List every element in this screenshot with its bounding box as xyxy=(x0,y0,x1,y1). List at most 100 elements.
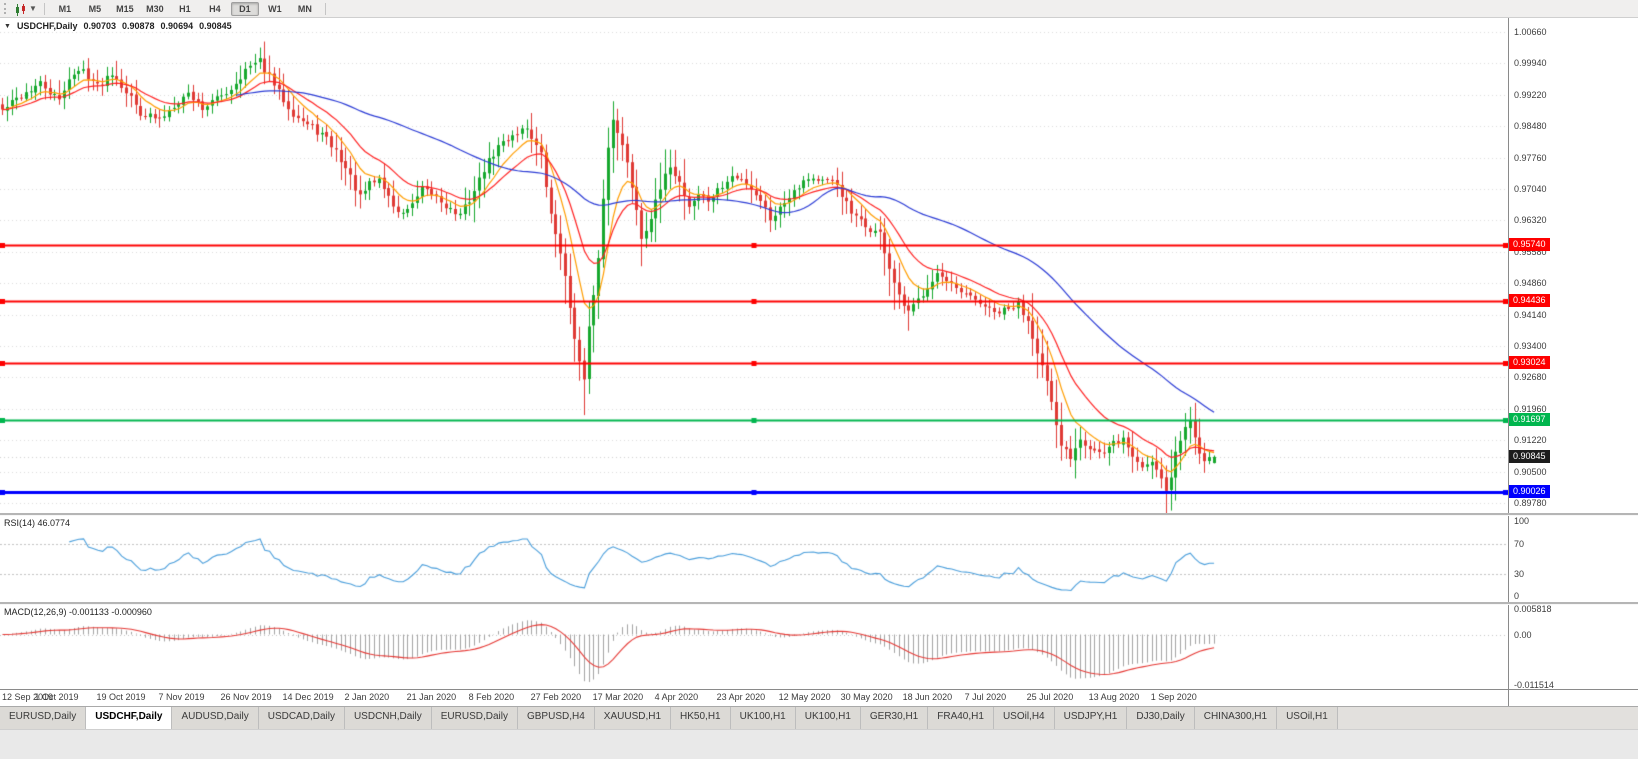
chart-tab-uk100-h1[interactable]: UK100,H1 xyxy=(730,707,796,729)
rsi-indicator-label: RSI(14) 46.0774 xyxy=(4,518,71,528)
timeframe-button-mn[interactable]: MN xyxy=(297,3,312,14)
timeframe-button-w1[interactable]: W1 xyxy=(268,3,282,14)
date-axis-label: 26 Nov 2019 xyxy=(220,692,272,702)
hline-price-tag[interactable]: 0.94436 xyxy=(1509,294,1550,308)
chart-tab-usdchf-daily[interactable]: USDCHF,Daily xyxy=(86,707,173,729)
price-axis-label: 1.00660 xyxy=(1514,27,1547,37)
macd-axis-label: 0.00 xyxy=(1514,629,1532,640)
price-axis-label: 0.90500 xyxy=(1514,466,1547,477)
chart-tab-usoil-h1[interactable]: USOil,H1 xyxy=(1277,707,1338,729)
timeframe-button-m1[interactable]: M1 xyxy=(58,3,72,14)
macd-canvas[interactable] xyxy=(0,605,1508,689)
timeframe-button-m30[interactable]: M30 xyxy=(146,3,164,14)
date-axis-label: 19 Oct 2019 xyxy=(96,692,146,702)
rsi-axis-label: 0 xyxy=(1514,591,1520,601)
price-axis[interactable]: 1.00660 0.99940 0.99220 0.98480 0.97760 0.970… xyxy=(1508,18,1638,513)
date-axis-label: 18 Jun 2020 xyxy=(902,692,953,702)
macd-axis-label: 0.005818 xyxy=(1514,604,1552,614)
price-chart-panel: 1.00660 0.99940 0.99220 0.98480 0.97760 0.970… xyxy=(0,18,1638,513)
date-axis-label: 13 Aug 2020 xyxy=(1088,692,1140,702)
chart-tab-usdcad-daily[interactable]: USDCAD,Daily xyxy=(258,707,345,729)
date-axis[interactable]: 12 Sep 2019 1 Oct 2019 19 Oct 2019 7 Nov 20… xyxy=(0,689,1638,706)
timeframe-button-h1[interactable]: H1 xyxy=(179,3,191,14)
timeframe-button-m5[interactable]: M5 xyxy=(88,3,102,14)
toolbar-separator xyxy=(43,2,45,15)
date-axis-label: 12 May 2020 xyxy=(778,692,831,702)
hline-price-tag[interactable]: 0.95740 xyxy=(1509,237,1550,251)
hline-price-tag[interactable]: 0.90026 xyxy=(1509,485,1550,499)
price-axis-label: 0.89780 xyxy=(1514,498,1547,508)
toolbar-separator xyxy=(324,2,326,15)
price-axis-label: 0.94140 xyxy=(1514,309,1547,320)
chart-tab-xauusd-h1[interactable]: XAUUSD,H1 xyxy=(594,707,672,729)
timeframe-buttons: M1 M5 M15 M30 H1 H4 D1 W1 MN xyxy=(50,1,320,16)
ohlc-open: 0.90703 xyxy=(83,21,116,31)
chart-tab-bar: EURUSD,Daily USDCHF,Daily AUDUSD,Daily USDC… xyxy=(0,706,1638,729)
toolbar-grip[interactable] xyxy=(4,3,9,14)
axis-corner xyxy=(1508,690,1638,706)
chart-tab-china300-h1[interactable]: CHINA300,H1 xyxy=(1194,707,1278,729)
status-bar xyxy=(0,729,1638,759)
one-click-trading-arrow[interactable]: ▼ xyxy=(4,22,11,30)
date-axis-label: 1 Sep 2020 xyxy=(1150,692,1197,702)
timeframe-button-d1[interactable]: D1 xyxy=(230,1,259,16)
date-axis-label: 7 Jul 2020 xyxy=(964,692,1007,702)
rsi-axis[interactable]: 100 70 30 0 xyxy=(1508,516,1638,602)
price-axis-label: 0.98480 xyxy=(1514,121,1547,132)
symbol-period-label: USDCHF,Daily xyxy=(16,21,78,31)
macd-axis[interactable]: 0.005818 0.00 -0.011514 xyxy=(1508,604,1638,690)
chart-tab-usoil-h4[interactable]: USOil,H4 xyxy=(993,707,1055,729)
rsi-axis-label: 30 xyxy=(1514,568,1525,579)
panel-splitter[interactable] xyxy=(0,602,1638,605)
chart-window: 1.00660 0.99940 0.99220 0.98480 0.97760 0.970… xyxy=(0,18,1638,706)
ohlc-close: 0.90845 xyxy=(199,21,232,31)
chart-tab-uk100-h1[interactable]: UK100,H1 xyxy=(795,707,861,729)
chart-tab-ger30-h1[interactable]: GER30,H1 xyxy=(860,707,929,729)
chart-tab-dj30-daily[interactable]: DJ30,Daily xyxy=(1127,707,1195,729)
macd-panel: 0.005818 0.00 -0.011514 MACD(12,26,9) -0.0… xyxy=(0,604,1638,690)
date-axis-label: 1 Oct 2019 xyxy=(34,692,79,702)
price-axis-label: 0.97040 xyxy=(1514,184,1547,194)
date-axis-label: 12 Sep 2019 xyxy=(2,692,54,702)
hline-price-tag[interactable]: 0.91697 xyxy=(1509,413,1550,426)
chart-tab-eurusd-daily[interactable]: EURUSD,Daily xyxy=(0,707,87,729)
period-toolbar: ▼ M1 M5 M15 M30 H1 H4 D1 W1 MN xyxy=(0,0,1638,18)
date-axis-label: 27 Feb 2020 xyxy=(530,692,582,702)
date-axis-label: 17 Mar 2020 xyxy=(592,692,644,702)
price-axis-label: 0.93400 xyxy=(1514,341,1547,351)
date-axis-label: 25 Jul 2020 xyxy=(1026,692,1074,702)
date-axis-label: 7 Nov 2019 xyxy=(158,692,205,702)
price-axis-label: 0.97760 xyxy=(1514,152,1547,163)
price-axis-label: 0.96320 xyxy=(1514,215,1547,226)
price-chart-canvas[interactable] xyxy=(0,18,1508,513)
date-axis-label: 14 Dec 2019 xyxy=(282,692,334,702)
price-axis-label: 0.99220 xyxy=(1514,89,1547,100)
chart-tab-hk50-h1[interactable]: HK50,H1 xyxy=(671,707,731,729)
price-axis-label: 0.94860 xyxy=(1514,278,1547,289)
timeframe-button-h4[interactable]: H4 xyxy=(209,3,221,14)
chart-tab-gbpusd-h4[interactable]: GBPUSD,H4 xyxy=(517,707,595,729)
chart-tab-usdjpy-h1[interactable]: USDJPY,H1 xyxy=(1054,707,1128,729)
timeframe-button-m15[interactable]: M15 xyxy=(116,3,134,14)
chart-title: ▼ USDCHF,Daily 0.90703 0.90878 0.90694 0… xyxy=(4,21,232,31)
ohlc-low: 0.90694 xyxy=(160,21,194,31)
chart-tab-usdcnh-daily[interactable]: USDCNH,Daily xyxy=(344,707,432,729)
chart-tab-fra40-h1[interactable]: FRA40,H1 xyxy=(928,707,994,729)
ohlc-high: 0.90878 xyxy=(122,21,155,31)
caret-down-icon[interactable]: ▼ xyxy=(29,4,37,13)
date-axis-label: 30 May 2020 xyxy=(840,692,893,702)
candlestick-chart-icon[interactable] xyxy=(14,3,28,16)
price-axis-label: 0.95580 xyxy=(1514,246,1547,257)
rsi-axis-label: 100 xyxy=(1514,516,1530,526)
rsi-canvas[interactable] xyxy=(0,516,1508,602)
chart-tab-audusd-daily[interactable]: AUDUSD,Daily xyxy=(172,707,259,729)
date-axis-label: 2 Jan 2020 xyxy=(344,692,390,702)
price-axis-label: 0.99940 xyxy=(1514,58,1547,69)
price-axis-label: 0.91960 xyxy=(1514,403,1547,414)
price-axis-label: 0.91220 xyxy=(1514,435,1547,446)
date-axis-label: 8 Feb 2020 xyxy=(468,692,515,702)
chart-tab-eurusd-daily[interactable]: EURUSD,Daily xyxy=(431,707,518,729)
panel-splitter[interactable] xyxy=(0,513,1638,516)
hline-price-tag[interactable]: 0.93024 xyxy=(1509,355,1550,369)
